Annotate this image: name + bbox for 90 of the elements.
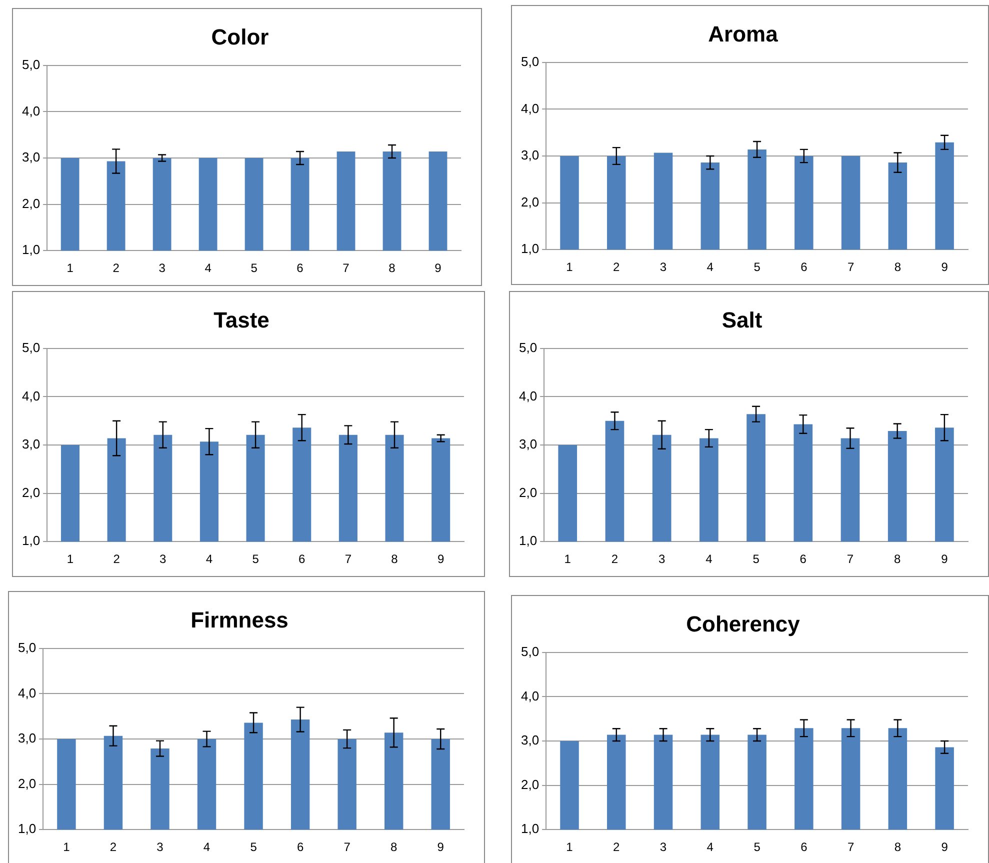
y-tick-label: 3,0 [520, 732, 540, 748]
x-tick-label: 2 [110, 840, 117, 854]
x-tick-label: 9 [437, 552, 444, 566]
chart-title: Aroma [708, 21, 779, 46]
x-tick-label: 8 [894, 260, 902, 274]
x-tick-label: 6 [296, 840, 304, 854]
x-tick-label: 3 [660, 260, 667, 274]
x-tick-label: 4 [206, 552, 213, 566]
x-tick-label: 9 [941, 260, 948, 274]
y-tick-label: 4,0 [520, 688, 540, 704]
y-tick-label: 3,0 [22, 436, 40, 452]
x-tick-label: 2 [112, 261, 120, 276]
x-tick-label: 9 [941, 840, 948, 854]
y-tick-label: 2,0 [22, 484, 40, 500]
x-tick-label: 7 [846, 552, 854, 566]
y-tick-label: 4,0 [18, 685, 36, 700]
y-tick-label: 2,0 [18, 776, 36, 791]
y-tick-label: 3,0 [518, 436, 538, 452]
x-tick-label: 5 [754, 260, 761, 274]
x-tick-label: 5 [252, 552, 260, 566]
x-tick-label: 2 [613, 260, 620, 274]
x-tick-label: 3 [158, 261, 166, 276]
x-tick-label: 6 [800, 260, 808, 274]
x-tick-label: 6 [800, 552, 807, 566]
y-tick-label: 3,0 [22, 150, 40, 165]
x-tick-label: 6 [298, 552, 306, 566]
x-tick-label: 3 [658, 552, 666, 566]
x-tick-label: 4 [706, 552, 713, 566]
x-tick-label: 1 [564, 552, 572, 566]
x-tick-label: 2 [113, 552, 120, 566]
y-tick-label: 3,0 [18, 730, 36, 746]
y-tick-label: 1,0 [22, 533, 40, 548]
y-tick-label: 2,0 [518, 484, 538, 500]
y-tick-label: 5,0 [22, 56, 40, 72]
x-tick-label: 4 [706, 260, 714, 274]
y-tick-label: 5,0 [520, 54, 540, 69]
x-tick-label: 6 [800, 840, 808, 854]
x-tick-label: 8 [390, 840, 398, 854]
x-tick-label: 1 [566, 260, 574, 274]
chart-title: Color [211, 24, 270, 50]
x-tick-label: 5 [250, 840, 258, 854]
y-tick-label: 3,0 [520, 148, 540, 163]
y-tick-label: 1,0 [520, 821, 540, 836]
y-tick-label: 4,0 [520, 100, 540, 116]
x-tick-label: 2 [613, 840, 620, 854]
y-tick-label: 1,0 [22, 242, 40, 258]
y-tick-label: 5,0 [22, 340, 40, 355]
x-tick-label: 4 [706, 840, 714, 854]
x-tick-label: 3 [660, 840, 667, 854]
x-tick-label: 9 [437, 840, 444, 854]
x-tick-label: 2 [611, 552, 618, 566]
x-tick-label: 1 [566, 840, 574, 854]
x-tick-label: 3 [160, 552, 167, 566]
y-tick-label: 4,0 [518, 388, 538, 404]
x-tick-label: 4 [203, 840, 210, 854]
x-tick-label: 7 [342, 261, 350, 276]
x-tick-label: 1 [63, 840, 70, 854]
x-tick-label: 8 [894, 552, 901, 566]
x-tick-label: 9 [434, 261, 442, 276]
y-tick-label: 1,0 [18, 821, 36, 836]
y-tick-label: 4,0 [22, 103, 40, 118]
x-tick-label: 6 [296, 261, 304, 276]
chart-title: Coherency [686, 611, 801, 636]
x-tick-label: 1 [66, 552, 74, 566]
y-tick-label: 2,0 [22, 196, 40, 211]
chart-title: Taste [214, 307, 270, 332]
y-tick-label: 5,0 [18, 640, 36, 655]
y-tick-label: 1,0 [518, 533, 538, 548]
y-tick-label: 2,0 [520, 776, 540, 792]
y-tick-label: 5,0 [520, 644, 540, 659]
x-tick-label: 7 [344, 840, 351, 854]
x-tick-label: 5 [250, 261, 258, 276]
x-tick-label: 8 [391, 552, 398, 566]
x-tick-label: 7 [847, 840, 854, 854]
chart-title: Salt [722, 307, 763, 332]
y-tick-label: 2,0 [520, 194, 540, 210]
chart-title: Firmness [190, 607, 288, 632]
y-tick-label: 5,0 [518, 340, 538, 355]
x-tick-label: 1 [66, 261, 74, 276]
x-tick-label: 3 [156, 840, 164, 854]
x-tick-label: 4 [204, 261, 212, 276]
x-tick-label: 9 [941, 552, 948, 566]
y-tick-label: 1,0 [520, 241, 540, 256]
x-tick-label: 5 [754, 840, 761, 854]
x-tick-label: 8 [894, 840, 902, 854]
y-tick-label: 4,0 [22, 388, 40, 404]
x-tick-label: 7 [847, 260, 854, 274]
x-tick-label: 8 [388, 261, 396, 276]
x-tick-label: 7 [344, 552, 352, 566]
x-tick-label: 5 [752, 552, 760, 566]
